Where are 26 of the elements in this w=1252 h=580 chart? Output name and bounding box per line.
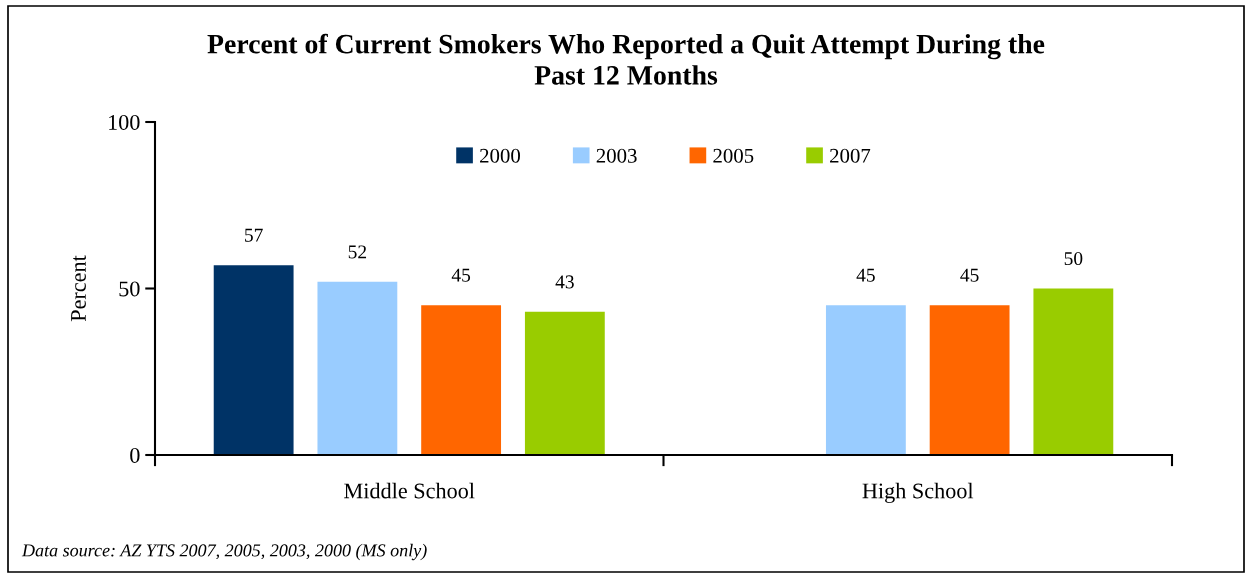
- bar: [213, 265, 294, 455]
- data-label: 45: [451, 268, 471, 282]
- legend-label: 2000: [480, 148, 520, 163]
- data-label: 50: [1064, 251, 1083, 266]
- bar: [421, 305, 502, 455]
- y-tick-label: 50: [119, 281, 140, 297]
- data-label: 57: [245, 228, 263, 242]
- chart-title: Percent of Current Smokers Who Reported a Quit Attempt During the Past 12 Months: [207, 33, 1045, 85]
- x-tick-label: High School: [862, 482, 974, 503]
- legend-label: 2007: [830, 148, 871, 163]
- bar: [317, 281, 398, 455]
- y-tick-label: 0: [130, 447, 140, 463]
- x-tick-label: Middle School: [344, 482, 475, 499]
- bar: [1033, 288, 1114, 455]
- y-axis-title: Percent: [71, 255, 86, 322]
- data-label: 45: [856, 268, 875, 282]
- bar: [524, 311, 605, 455]
- legend-label: 2003: [596, 148, 637, 163]
- legend-label: 2005: [713, 148, 754, 163]
- y-tick-label: 100: [109, 114, 140, 130]
- bar: [825, 305, 906, 455]
- bar: [929, 305, 1010, 455]
- data-label: 45: [960, 268, 979, 282]
- data-label: 43: [555, 275, 574, 289]
- source-note: Data source: AZ YTS 2007, 2005, 2003, 2000 (MS only): [21, 543, 427, 561]
- data-label: 52: [348, 245, 367, 259]
